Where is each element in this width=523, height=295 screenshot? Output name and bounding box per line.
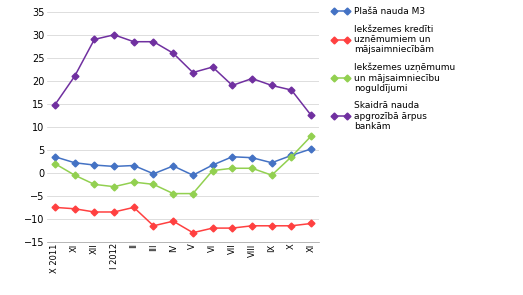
Iekšzemes kredīti
uznēmumiem un
mājsaimniecībām (131, 206, 137, 209)
Skaidrā nauda
apgrozībā ārpus
bankām (190, 71, 196, 74)
Iekšzemes uzņēmumu
un mājsaimniecību
noguldījumi (150, 183, 156, 186)
Skaidrā nauda
apgrozībā ārpus
bankām (150, 40, 156, 43)
Iekšzemes kredīti
uznēmumiem un
mājsaimniecībām (150, 224, 156, 227)
Plašā nauda M3 (72, 161, 78, 165)
Iekšzemes kredīti
uznēmumiem un
mājsaimniecībām (91, 210, 97, 214)
Iekšzemes uzņēmumu
un mājsaimniecību
noguldījumi (229, 166, 235, 170)
Skaidrā nauda
apgrozībā ārpus
bankām (131, 40, 137, 43)
Iekšzemes kredīti
uznēmumiem un
mājsaimniecībām (269, 224, 275, 227)
Plašā nauda M3 (288, 154, 294, 157)
Skaidrā nauda
apgrozībā ārpus
bankām (72, 74, 78, 78)
Skaidrā nauda
apgrozībā ārpus
bankām (288, 88, 294, 92)
Line: Skaidrā nauda
apgrozībā ārpus
bankām: Skaidrā nauda apgrozībā ārpus bankām (52, 32, 314, 118)
Iekšzemes kredīti
uznēmumiem un
mājsaimniecībām (308, 222, 314, 225)
Iekšzemes uzņēmumu
un mājsaimniecību
noguldījumi (308, 134, 314, 138)
Plašā nauda M3 (249, 156, 255, 160)
Plašā nauda M3 (190, 173, 196, 177)
Skaidrā nauda
apgrozībā ārpus
bankām (170, 51, 176, 55)
Iekšzemes uzņēmumu
un mājsaimniecību
noguldījumi (170, 192, 176, 195)
Plašā nauda M3 (170, 164, 176, 168)
Iekšzemes uzņēmumu
un mājsaimniecību
noguldījumi (190, 192, 196, 195)
Legend: Plašā nauda M3, Iekšzemes kredīti
uznēmumiem un
mājsaimniecībām, Iekšzemes uzņēm: Plašā nauda M3, Iekšzemes kredīti uznēmu… (332, 7, 455, 131)
Iekšzemes kredīti
uznēmumiem un
mājsaimniecībām (190, 231, 196, 235)
Skaidrā nauda
apgrozībā ārpus
bankām (111, 33, 117, 37)
Iekšzemes uzņēmumu
un mājsaimniecību
noguldījumi (131, 180, 137, 184)
Iekšzemes kredīti
uznēmumiem un
mājsaimniecībām (249, 224, 255, 227)
Iekšzemes kredīti
uznēmumiem un
mājsaimniecībām (52, 206, 58, 209)
Iekšzemes uzņēmumu
un mājsaimniecību
noguldījumi (91, 183, 97, 186)
Iekšzemes kredīti
uznēmumiem un
mājsaimniecībām (210, 226, 216, 230)
Plašā nauda M3 (308, 147, 314, 151)
Plašā nauda M3 (131, 164, 137, 167)
Iekšzemes uzņēmumu
un mājsaimniecību
noguldījumi (210, 169, 216, 172)
Line: Iekšzemes kredīti
uznēmumiem un
mājsaimniecībām: Iekšzemes kredīti uznēmumiem un mājsaimn… (52, 205, 314, 235)
Line: Iekšzemes uzņēmumu
un mājsaimniecību
noguldījumi: Iekšzemes uzņēmumu un mājsaimniecību nog… (52, 134, 314, 196)
Plašā nauda M3 (150, 172, 156, 176)
Plašā nauda M3 (111, 165, 117, 168)
Skaidrā nauda
apgrozībā ārpus
bankām (210, 65, 216, 69)
Iekšzemes uzņēmumu
un mājsaimniecību
noguldījumi (52, 162, 58, 165)
Iekšzemes kredīti
uznēmumiem un
mājsaimniecībām (72, 207, 78, 211)
Iekšzemes kredīti
uznēmumiem un
mājsaimniecībām (288, 224, 294, 227)
Skaidrā nauda
apgrozībā ārpus
bankām (269, 84, 275, 87)
Iekšzemes uzņēmumu
un mājsaimniecību
noguldījumi (288, 155, 294, 158)
Plašā nauda M3 (91, 163, 97, 167)
Iekšzemes kredīti
uznēmumiem un
mājsaimniecībām (229, 226, 235, 230)
Skaidrā nauda
apgrozībā ārpus
bankām (91, 38, 97, 41)
Skaidrā nauda
apgrozībā ārpus
bankām (52, 103, 58, 106)
Line: Plašā nauda M3: Plašā nauda M3 (52, 147, 314, 178)
Iekšzemes uzņēmumu
un mājsaimniecību
noguldījumi (249, 166, 255, 170)
Iekšzemes uzņēmumu
un mājsaimniecību
noguldījumi (111, 185, 117, 189)
Iekšzemes uzņēmumu
un mājsaimniecību
noguldījumi (72, 173, 78, 177)
Iekšzemes kredīti
uznēmumiem un
mājsaimniecībām (170, 219, 176, 223)
Iekšzemes kredīti
uznēmumiem un
mājsaimniecībām (111, 210, 117, 214)
Skaidrā nauda
apgrozībā ārpus
bankām (308, 114, 314, 117)
Plašā nauda M3 (269, 161, 275, 165)
Iekšzemes uzņēmumu
un mājsaimniecību
noguldījumi (269, 173, 275, 177)
Skaidrā nauda
apgrozībā ārpus
bankām (229, 84, 235, 87)
Plašā nauda M3 (52, 155, 58, 158)
Plašā nauda M3 (229, 155, 235, 158)
Plašā nauda M3 (210, 163, 216, 167)
Skaidrā nauda
apgrozībā ārpus
bankām (249, 77, 255, 80)
